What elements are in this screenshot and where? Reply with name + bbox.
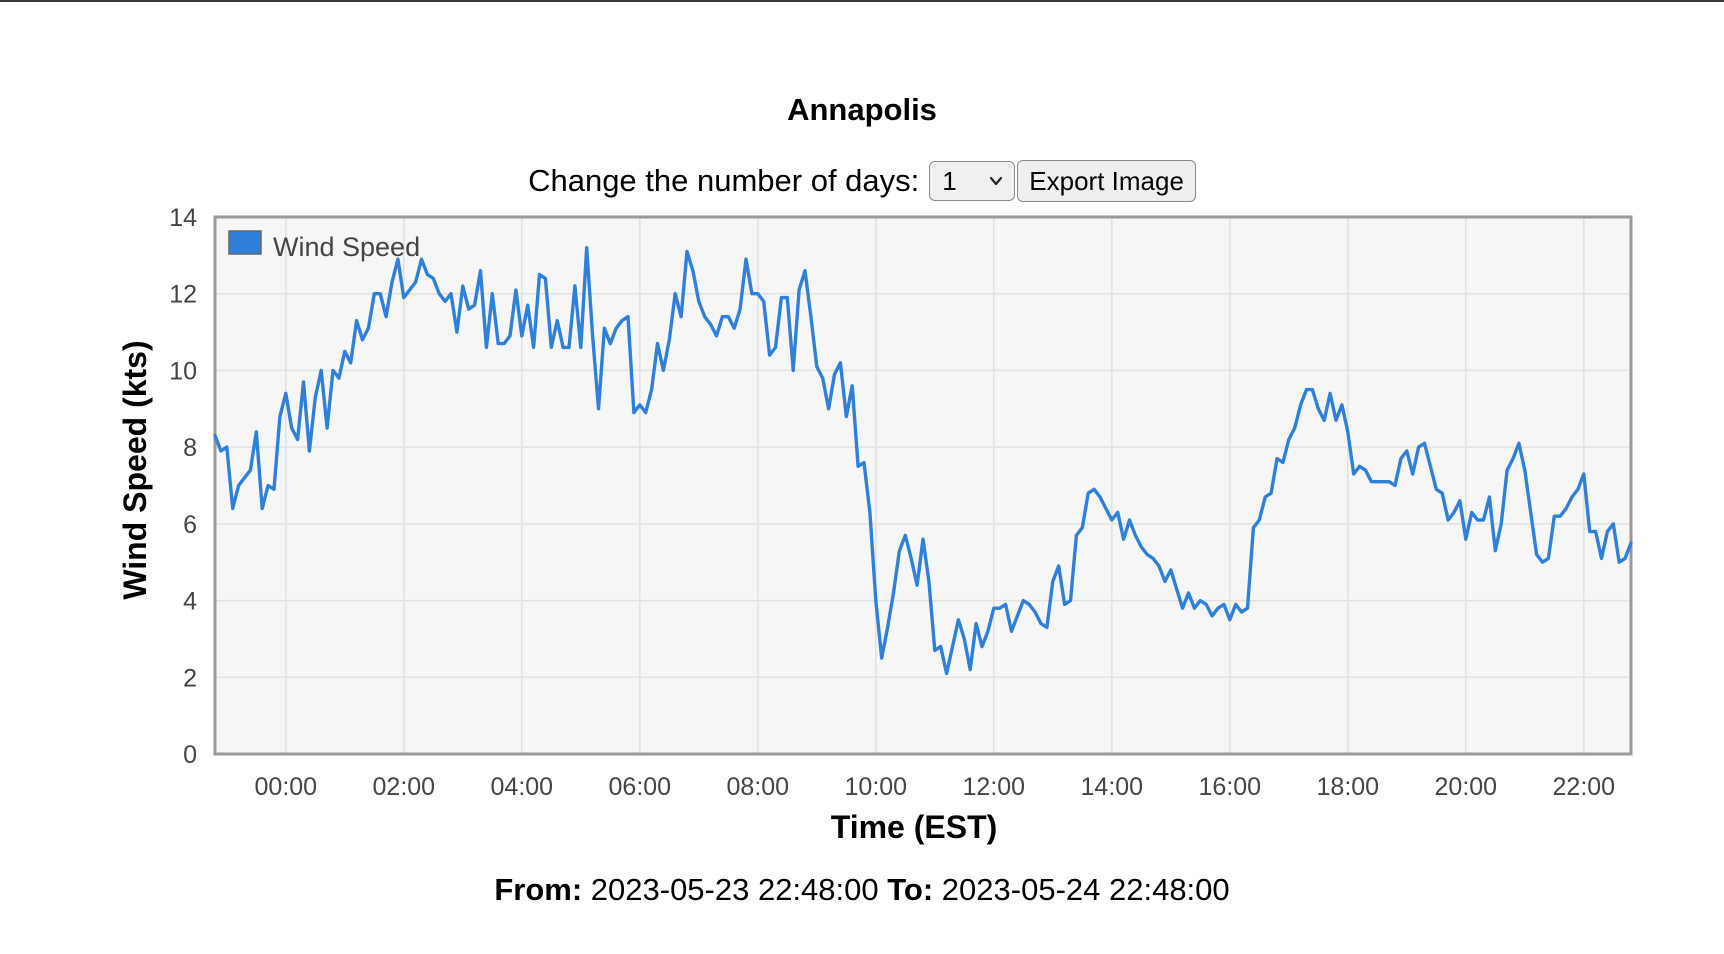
to-label: To: — [887, 872, 934, 907]
days-select[interactable]: 1 — [929, 161, 1016, 201]
y-tick-label: 6 — [183, 511, 197, 539]
x-tick-labels: 00:00 02:00 04:00 06:00 08:00 10:00 12:00 14:00… — [255, 773, 1616, 801]
x-gridlines — [285, 217, 1585, 754]
y-axis-label: Wind Speed (kts) — [117, 340, 153, 599]
y-tick-label: 0 — [183, 741, 197, 769]
x-tick-label: 20:00 — [1435, 773, 1498, 801]
chart-controls: Change the number of days: 1 Export Imag… — [0, 160, 1724, 202]
chart-title: Annapolis — [787, 92, 937, 127]
x-tick-label: 02:00 — [373, 773, 436, 801]
days-select-value: 1 — [942, 165, 957, 196]
x-tick-label: 12:00 — [963, 773, 1026, 801]
x-tick-label: 06:00 — [609, 773, 672, 801]
y-tick-label: 10 — [169, 357, 197, 385]
x-tick-label: 08:00 — [727, 773, 790, 801]
y-gridlines — [215, 292, 1631, 679]
y-tick-label: 4 — [183, 588, 197, 616]
to-value: 2023-05-24 22:48:00 — [941, 872, 1230, 907]
legend: Wind Speed — [228, 230, 420, 262]
x-tick-label: 04:00 — [491, 773, 554, 801]
plot-area — [215, 217, 1631, 754]
from-value: 2023-05-23 22:48:00 — [590, 872, 879, 907]
y-tick-label: 12 — [169, 281, 197, 309]
legend-swatch-wind-speed — [228, 230, 262, 255]
x-tick-label: 18:00 — [1317, 773, 1380, 801]
wind-speed-line — [213, 246, 1633, 676]
x-tick-label: 16:00 — [1199, 773, 1262, 801]
x-tick-label: 14:00 — [1081, 773, 1144, 801]
y-tick-label: 14 — [169, 204, 197, 232]
y-tick-label: 8 — [183, 434, 197, 462]
x-tick-label: 10:00 — [845, 773, 908, 801]
legend-label-wind-speed: Wind Speed — [273, 232, 420, 262]
window-top-edge — [0, 0, 1724, 2]
chevron-down-icon — [990, 176, 1003, 186]
y-tick-labels: 0 2 4 6 8 10 12 14 — [169, 204, 197, 769]
x-tick-label: 00:00 — [255, 773, 318, 801]
from-label: From: — [494, 872, 583, 907]
x-axis-label: Time (EST) — [831, 809, 998, 845]
y-tick-label: 2 — [183, 664, 197, 692]
plot-border — [213, 215, 1633, 756]
x-tick-label: 22:00 — [1553, 773, 1616, 801]
date-range: From: 2023-05-23 22:48:00 To: 2023-05-24… — [0, 872, 1724, 908]
days-label: Change the number of days: — [528, 163, 920, 198]
export-image-button[interactable]: Export Image — [1017, 160, 1196, 202]
